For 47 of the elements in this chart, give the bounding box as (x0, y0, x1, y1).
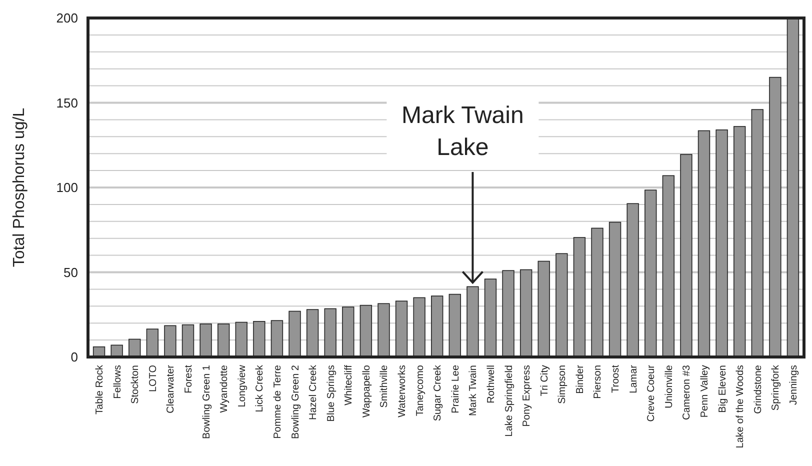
x-tick-label: Smithville (379, 364, 390, 408)
x-tick-label: Clearwater (166, 364, 177, 414)
x-tick-label: Unionville (664, 364, 675, 408)
x-tick-label: Wyandotte (219, 364, 230, 413)
x-tick-label: Cameron #3 (682, 364, 693, 420)
x-tick-label: Rothwell (486, 365, 497, 404)
x-tick-label: Fellows (112, 365, 124, 399)
x-tick-label: Sugar Creek (432, 364, 444, 422)
x-tick-label: Blue Springs (326, 365, 337, 422)
x-tick-label: Big Eleven (717, 365, 728, 413)
x-tick-label: LOTO (148, 364, 159, 392)
x-tick-label: Penn Valley (700, 365, 710, 418)
x-tick-label: Longview (236, 364, 248, 408)
annotation: Mark Twain Lake (402, 102, 524, 161)
x-tick-label: Springfork (770, 364, 782, 411)
x-tick-label: Forest (184, 364, 194, 394)
x-tick-label: Lake of the Woods (735, 365, 746, 448)
x-tick-label: Stockton (130, 365, 142, 404)
x-tick-label: Lick Creek (254, 364, 266, 412)
x-tick-label: Prairie Lee (450, 364, 462, 414)
x-tick-label: Whitecliff (344, 364, 355, 406)
x-tick-label: Bowling Green 1 (201, 364, 212, 439)
x-tick-label: Table Rock (94, 364, 106, 414)
x-tick-label: Waterworks (397, 365, 408, 418)
x-tick-label: Pony Express (522, 365, 533, 427)
x-tick-label: Tri City (539, 365, 550, 396)
x-tick-label: Creve Coeur (646, 364, 658, 422)
y-axis-title: Total Phosphorus ug/L (11, 108, 28, 268)
y-tick-label: 150 (56, 95, 78, 110)
x-tick-label: Wappapello (361, 364, 372, 418)
x-tick-label: Taneycomo (414, 364, 426, 416)
x-tick-label: Binder (574, 364, 586, 394)
y-tick-label: 200 (56, 10, 78, 26)
x-tick-label: Grindstone (752, 364, 764, 414)
x-tick-label: Bowling Green 2 (290, 364, 302, 439)
y-tick-label: 100 (56, 180, 78, 196)
x-tick-label: Jennings (788, 365, 800, 406)
x-tick-label: Troost (610, 364, 622, 393)
x-tick-label: Mark Twain (468, 365, 480, 416)
x-tick-label: Simpson (557, 365, 568, 404)
x-tick-label: Pierson (592, 365, 604, 399)
x-tick-label: Hazel Creek (308, 364, 320, 420)
x-tick-label: Lake Springfield (504, 365, 515, 437)
y-tick-label: 0 (70, 350, 78, 365)
y-tick-label: 50 (64, 264, 78, 280)
x-tick-label: Lamar (628, 364, 640, 394)
x-tick-label: Pomme de Terre (272, 364, 284, 439)
